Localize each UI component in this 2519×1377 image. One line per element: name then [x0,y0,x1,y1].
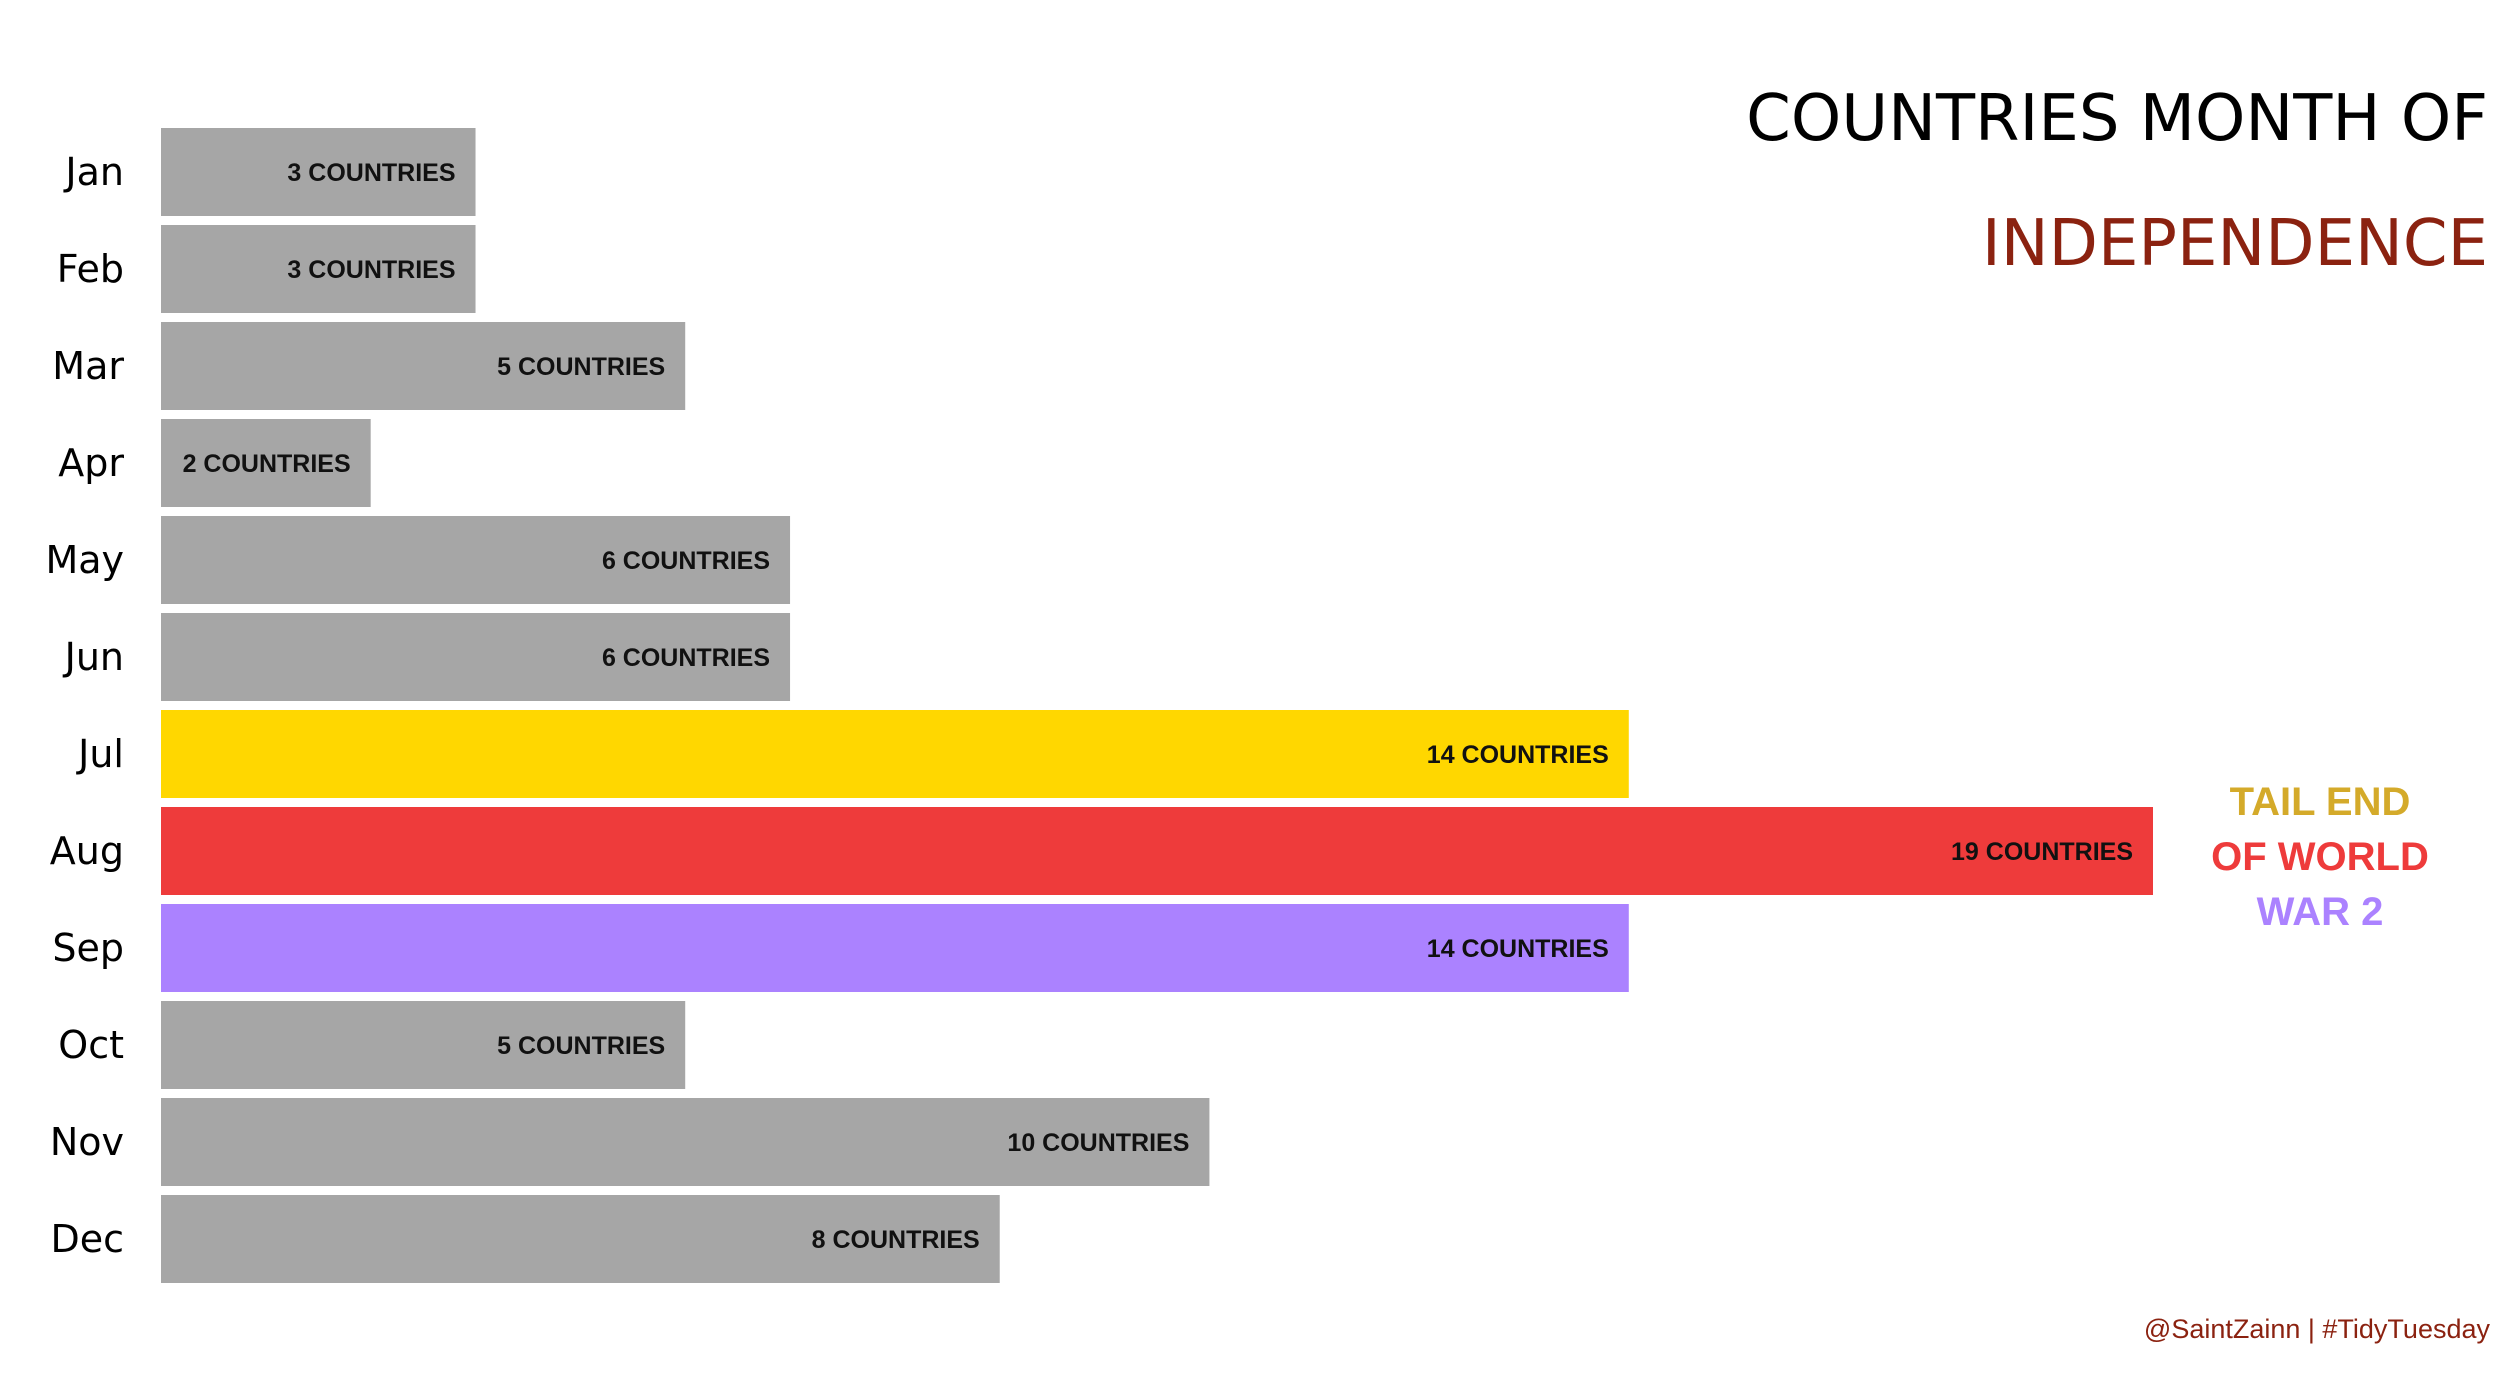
bar-jul [161,710,1629,798]
bar-dec [161,1195,1000,1283]
tick-label-jun: Jun [63,635,124,679]
bars-layer [161,128,2153,1283]
tick-label-apr: Apr [58,441,124,485]
bar-may [161,516,791,604]
tick-label-sep: Sep [52,926,124,970]
bar-apr [161,419,371,507]
ww2-annotation: TAIL END OF WORLD WAR 2 [2211,780,2429,934]
chart-title-line-1: COUNTRIES MONTH OF [1746,82,2488,156]
bar-nov [161,1098,1210,1186]
bar-label-mar: 5 COUNTRIES [497,353,665,381]
chart-title-line-2: INDEPENDENCE [1982,207,2488,281]
bar-label-dec: 8 COUNTRIES [812,1226,980,1254]
tick-label-dec: Dec [50,1217,124,1261]
annotation-line-3: WAR 2 [2257,890,2384,934]
tick-label-jul: Jul [76,732,124,776]
bar-jun [161,613,791,701]
bar-label-feb: 3 COUNTRIES [287,256,455,284]
tick-label-may: May [45,538,124,582]
bar-label-oct: 5 COUNTRIES [497,1032,665,1060]
bar-aug [161,807,2153,895]
bar-label-may: 6 COUNTRIES [602,547,770,575]
bar-feb [161,225,476,313]
tick-label-jan: Jan [63,150,124,194]
bar-mar [161,322,686,410]
tick-label-oct: Oct [58,1023,124,1067]
bar-label-aug: 19 COUNTRIES [1951,838,2133,866]
tick-label-nov: Nov [50,1120,124,1164]
tick-label-feb: Feb [57,247,124,291]
chart-caption: @SaintZainn | #TidyTuesday [2144,1314,2491,1344]
bar-sep [161,904,1629,992]
month-tick-labels: Jan Feb Mar Apr May Jun Jul Aug Sep Oct Nov Dec [45,150,124,1261]
bar-label-jan: 3 COUNTRIES [287,159,455,187]
annotation-line-2: OF WORLD [2211,835,2429,879]
bar-label-jul: 14 COUNTRIES [1427,741,1609,769]
annotation-line-1: TAIL END [2230,780,2411,824]
bar-label-nov: 10 COUNTRIES [1007,1129,1189,1157]
bar-labels-layer: 3 COUNTRIES 3 COUNTRIES 5 COUNTRIES 2 COUNT… [183,159,2133,1254]
bar-jan [161,128,476,216]
bar-oct [161,1001,686,1089]
bar-label-jun: 6 COUNTRIES [602,644,770,672]
bar-label-apr: 2 COUNTRIES [183,450,351,478]
bar-label-sep: 14 COUNTRIES [1427,935,1609,963]
tick-label-mar: Mar [52,344,124,388]
tick-label-aug: Aug [50,829,124,873]
